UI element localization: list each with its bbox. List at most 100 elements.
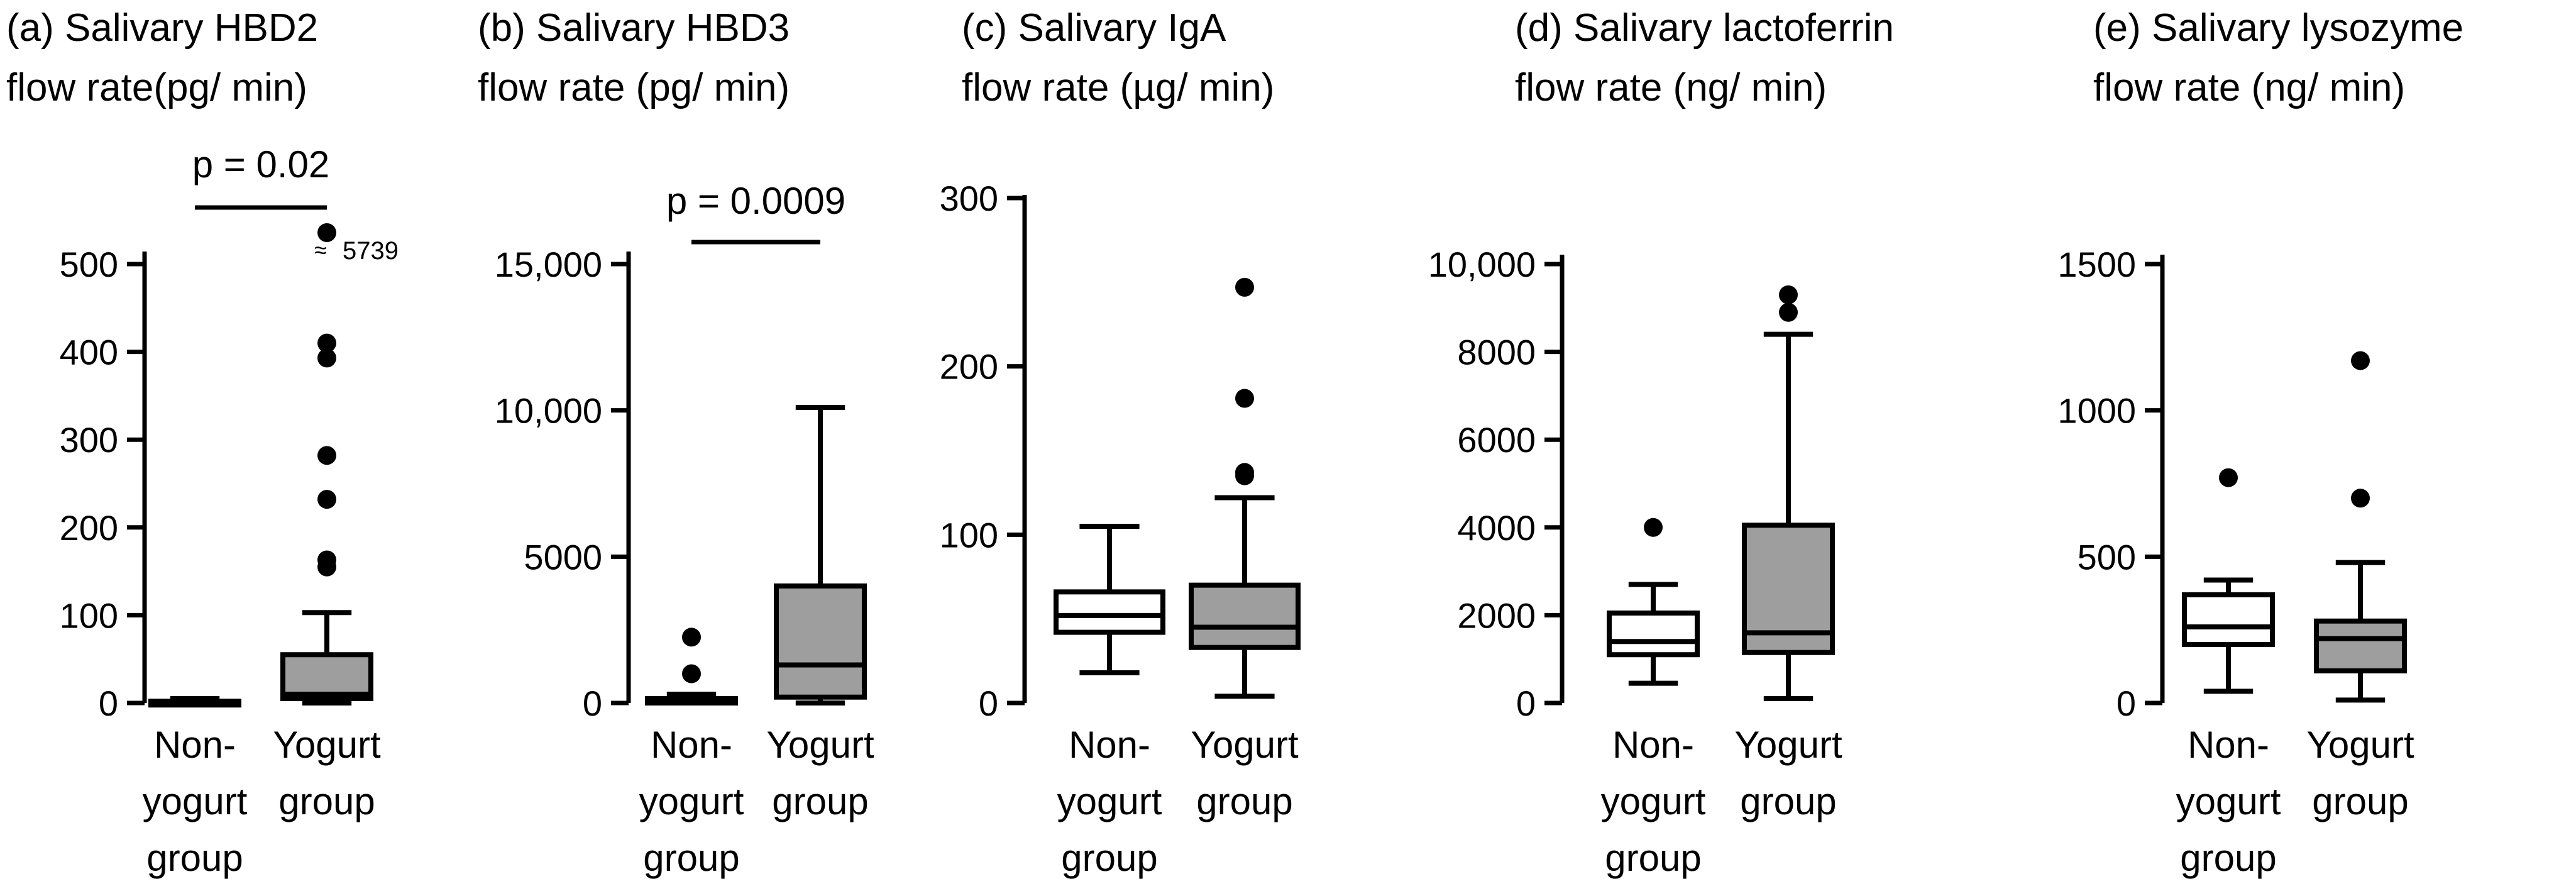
x-category-label: yogurt — [143, 780, 248, 822]
outlier-point — [2351, 489, 2370, 508]
y-tick-label: 300 — [940, 179, 998, 218]
panel-d: (d) Salivary lactoferrin flow rate (ng/ m… — [1428, 6, 1894, 879]
panel-e: (e) Salivary lysozyme flow rate (ng/ min)… — [2057, 6, 2463, 879]
y-tick-label: 10,000 — [495, 391, 602, 431]
y-tick-label: 500 — [60, 245, 118, 284]
box-non-yogurt — [645, 628, 738, 706]
x-category-label: group — [278, 780, 375, 822]
panel-c: (c) Salivary IgA flow rate (µg/ min) 0 100 2… — [940, 6, 1301, 879]
chart-title-line: (e) Salivary lysozyme — [2093, 6, 2463, 50]
outlier-point — [317, 550, 336, 570]
x-category-label: group — [146, 837, 243, 879]
box-non-yogurt — [1054, 523, 1165, 675]
y-tick-label: 8000 — [1457, 333, 1536, 372]
outlier-point — [1779, 302, 1798, 322]
box-iqr — [2182, 592, 2275, 647]
y-tick-label: 1500 — [2057, 245, 2136, 284]
x-category-label: Yogurt — [2306, 724, 2414, 766]
outlier-point-extreme — [317, 223, 336, 242]
y-tick-label: 4000 — [1457, 508, 1536, 548]
outlier-point — [682, 628, 701, 647]
outlier-point — [1779, 285, 1798, 304]
y-tick-label: 200 — [940, 347, 998, 387]
x-category-label: group — [772, 780, 868, 822]
chart-title-line: flow rate (ng/ min) — [2093, 66, 2405, 109]
chart-title-line: (d) Salivary lactoferrin — [1515, 6, 1894, 50]
outlier-point — [317, 446, 336, 465]
x-category-label: Yogurt — [273, 724, 381, 766]
x-category-label: yogurt — [1601, 780, 1706, 822]
box-iqr — [774, 583, 867, 700]
y-tick-label: 0 — [979, 683, 998, 723]
box-yogurt — [1189, 277, 1301, 699]
panel-a: (a) Salivary HBD2 flow rate(pg/ min) 0 100 2… — [6, 6, 399, 879]
x-category-label: group — [1061, 837, 1157, 879]
chart-title-line: flow rate(pg/ min) — [6, 66, 307, 109]
box-non-yogurt — [1607, 517, 1700, 686]
outlier-point — [317, 490, 336, 509]
y-tick-label: 2000 — [1457, 595, 1536, 635]
y-tick-label: 5000 — [524, 537, 602, 577]
x-category-label: yogurt — [2176, 780, 2281, 822]
outlier-point — [1235, 463, 1254, 482]
box-iqr — [2314, 618, 2407, 673]
x-category-label: Non- — [1069, 724, 1150, 766]
x-category-label: Yogurt — [1191, 724, 1299, 766]
box-iqr — [280, 652, 373, 702]
y-tick-label: 300 — [60, 420, 118, 460]
x-category-label: group — [643, 837, 739, 879]
p-value-label: p = 0.0009 — [666, 180, 845, 222]
y-tick-label: 100 — [60, 595, 118, 635]
box-non-yogurt — [148, 696, 241, 708]
y-tick-label: 500 — [2078, 537, 2136, 577]
box-iqr — [1054, 589, 1165, 635]
panel-b: (b) Salivary HBD3 flow rate (pg/ min) 0 500… — [478, 6, 874, 879]
outlier-point — [1644, 517, 1663, 537]
y-tick-label: 0 — [99, 683, 118, 723]
y-tick-label: 0 — [583, 683, 602, 723]
chart-title-line: (c) Salivary IgA — [962, 6, 1226, 50]
x-category-label: group — [2180, 837, 2276, 879]
box-yogurt — [774, 405, 867, 706]
x-category-label: yogurt — [1057, 780, 1162, 822]
x-category-label: Non- — [1612, 724, 1694, 766]
x-category-label: Non- — [154, 724, 236, 766]
x-category-label: group — [1740, 780, 1836, 822]
y-tick-label: 200 — [60, 508, 118, 548]
y-tick-label: 6000 — [1457, 420, 1536, 460]
x-category-label: Yogurt — [1734, 724, 1842, 766]
y-tick-label: 15,000 — [495, 245, 602, 284]
box-yogurt — [1742, 285, 1835, 702]
y-tick-label: 100 — [940, 515, 998, 555]
y-tick-label: 1000 — [2057, 391, 2136, 431]
x-category-label: Non- — [651, 724, 732, 766]
y-tick-label: 10,000 — [1428, 245, 1536, 284]
box-non-yogurt — [2182, 468, 2275, 694]
x-category-label: Yogurt — [766, 724, 874, 766]
y-tick-label: 0 — [1516, 683, 1536, 723]
box-yogurt — [280, 333, 373, 706]
outlier-point — [317, 348, 336, 368]
chart-title-line: flow rate (ng/ min) — [1515, 66, 1827, 109]
x-category-label: group — [1605, 837, 1701, 879]
y-tick-label: 0 — [2116, 683, 2136, 723]
outlier-point — [682, 664, 701, 683]
y-tick-label: 400 — [60, 333, 118, 372]
outlier-point — [2351, 351, 2370, 370]
x-category-label: Non- — [2188, 724, 2269, 766]
outlier-point — [317, 333, 336, 353]
outlier-point — [1235, 277, 1254, 297]
outlier-point — [2219, 468, 2238, 487]
x-category-label: group — [1196, 780, 1292, 822]
box-yogurt — [2314, 351, 2407, 703]
outlier-point — [1235, 389, 1254, 408]
p-value-label: p = 0.02 — [192, 143, 330, 185]
box-iqr — [1189, 582, 1301, 650]
outlier-value-label: 5739 — [343, 237, 399, 265]
x-category-label: group — [2312, 780, 2408, 822]
chart-title-line: flow rate (pg/ min) — [478, 66, 790, 109]
chart-title-line: (b) Salivary HBD3 — [478, 6, 790, 50]
box-iqr — [1607, 610, 1700, 658]
